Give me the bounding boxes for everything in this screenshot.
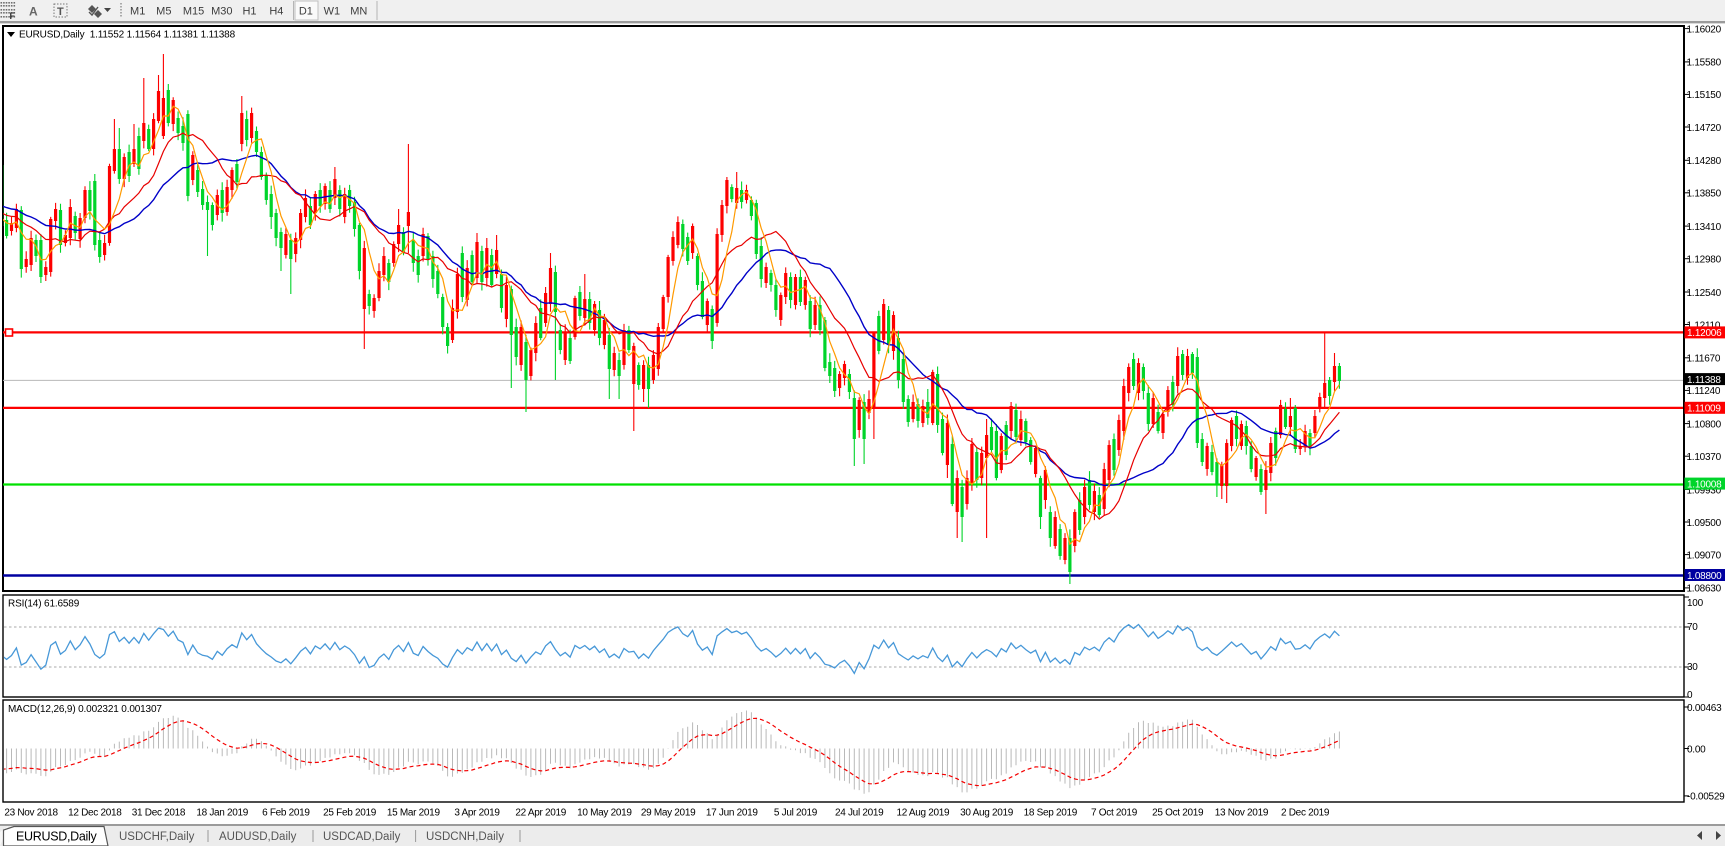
svg-text:17 Jun 2019: 17 Jun 2019 <box>706 808 758 819</box>
svg-text:1.16020: 1.16020 <box>1687 24 1722 35</box>
svg-text:0.00: 0.00 <box>1687 744 1706 755</box>
svg-text:1.08800: 1.08800 <box>1687 571 1722 582</box>
svg-text:13 Nov 2019: 13 Nov 2019 <box>1215 808 1269 819</box>
svg-text:M15: M15 <box>183 6 204 18</box>
svg-text:18 Jan 2019: 18 Jan 2019 <box>196 808 248 819</box>
svg-text:7 Oct 2019: 7 Oct 2019 <box>1091 808 1138 819</box>
svg-text:1.11670: 1.11670 <box>1687 354 1721 365</box>
svg-text:22 Apr 2019: 22 Apr 2019 <box>515 808 566 819</box>
svg-text:EURUSD,Daily: EURUSD,Daily <box>16 830 97 844</box>
svg-text:23 Nov 2018: 23 Nov 2018 <box>4 808 58 819</box>
svg-text:1.13850: 1.13850 <box>1687 189 1722 200</box>
svg-text:3 Apr 2019: 3 Apr 2019 <box>454 808 500 819</box>
svg-text:30: 30 <box>1687 662 1698 673</box>
svg-text:EURUSD,Daily 1.11552 1.11564: EURUSD,Daily 1.11552 1.11564 1.11381 1.1… <box>19 30 236 41</box>
svg-text:-0.00529: -0.00529 <box>1687 792 1725 803</box>
svg-text:1.13410: 1.13410 <box>1687 222 1722 233</box>
svg-text:31 Dec 2018: 31 Dec 2018 <box>132 808 186 819</box>
svg-text:5 Jul 2019: 5 Jul 2019 <box>774 808 818 819</box>
svg-text:24 Jul 2019: 24 Jul 2019 <box>835 808 884 819</box>
svg-text:M1: M1 <box>130 6 145 18</box>
svg-text:MACD(12,26,9) 0.002321 0.00130: MACD(12,26,9) 0.002321 0.001307 <box>8 704 162 715</box>
svg-text:1.12980: 1.12980 <box>1687 255 1722 266</box>
svg-text:1.11240: 1.11240 <box>1687 386 1721 397</box>
svg-text:1.09070: 1.09070 <box>1687 550 1722 561</box>
svg-text:1.12110: 1.12110 <box>1687 320 1721 331</box>
svg-text:H4: H4 <box>269 6 283 18</box>
svg-text:M5: M5 <box>156 6 171 18</box>
svg-text:10 May 2019: 10 May 2019 <box>577 808 632 819</box>
svg-text:6 Feb 2019: 6 Feb 2019 <box>262 808 310 819</box>
svg-text:1.09930: 1.09930 <box>1687 485 1722 496</box>
svg-text:1.11009: 1.11009 <box>1687 404 1721 415</box>
svg-text:29 May 2019: 29 May 2019 <box>641 808 696 819</box>
svg-text:1.10370: 1.10370 <box>1687 452 1722 463</box>
svg-text:F: F <box>10 11 16 21</box>
svg-text:1.14720: 1.14720 <box>1687 123 1722 134</box>
svg-text:1.15150: 1.15150 <box>1687 90 1722 101</box>
svg-text:T: T <box>57 6 64 18</box>
svg-text:25 Oct 2019: 25 Oct 2019 <box>1152 808 1204 819</box>
svg-text:1.10800: 1.10800 <box>1687 419 1722 430</box>
svg-text:1.12540: 1.12540 <box>1687 288 1722 299</box>
svg-text:100: 100 <box>1687 598 1704 609</box>
svg-text:1.14280: 1.14280 <box>1687 156 1722 167</box>
svg-text:1.08630: 1.08630 <box>1687 584 1722 595</box>
svg-text:AUDUSD,Daily: AUDUSD,Daily <box>219 831 297 843</box>
svg-text:1.12006: 1.12006 <box>1687 328 1722 339</box>
svg-text:1.10008: 1.10008 <box>1687 479 1722 490</box>
svg-text:M30: M30 <box>211 6 232 18</box>
svg-text:USDCAD,Daily: USDCAD,Daily <box>323 831 401 843</box>
svg-text:2 Dec 2019: 2 Dec 2019 <box>1281 808 1330 819</box>
svg-text:RSI(14) 61.6589: RSI(14) 61.6589 <box>8 599 80 610</box>
svg-text:25 Feb 2019: 25 Feb 2019 <box>323 808 377 819</box>
svg-text:70: 70 <box>1687 622 1698 633</box>
svg-text:D1: D1 <box>299 6 313 18</box>
svg-text:1.15580: 1.15580 <box>1687 58 1722 69</box>
svg-text:12 Aug 2019: 12 Aug 2019 <box>896 808 950 819</box>
svg-text:1.11388: 1.11388 <box>1687 375 1721 386</box>
svg-text:18 Sep 2019: 18 Sep 2019 <box>1024 808 1078 819</box>
svg-text:USDCHF,Daily: USDCHF,Daily <box>119 831 195 843</box>
svg-text:0: 0 <box>1687 690 1693 701</box>
svg-text:A: A <box>29 5 38 19</box>
svg-text:0.00463: 0.00463 <box>1687 703 1722 714</box>
svg-text:12 Dec 2018: 12 Dec 2018 <box>68 808 122 819</box>
svg-text:MN: MN <box>350 6 367 18</box>
svg-text:W1: W1 <box>324 6 341 18</box>
svg-text:15 Mar 2019: 15 Mar 2019 <box>387 808 441 819</box>
svg-text:USDCNH,Daily: USDCNH,Daily <box>426 831 504 843</box>
svg-text:30 Aug 2019: 30 Aug 2019 <box>960 808 1014 819</box>
svg-text:1.09500: 1.09500 <box>1687 518 1722 529</box>
svg-text:H1: H1 <box>242 6 256 18</box>
